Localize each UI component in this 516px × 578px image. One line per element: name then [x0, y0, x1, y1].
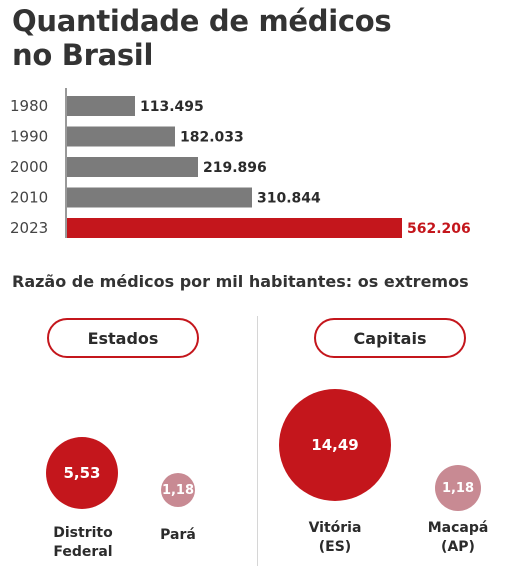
doctors-bar-chart: 1980 113.495 1990 182.033 2000 219.896 2010 310… [10, 88, 471, 238]
bar-value-label: 182.033 [180, 130, 244, 146]
bubble-vitoria-value: 14,49 [311, 436, 359, 454]
bubble-macapa: 1,18 [435, 465, 481, 511]
caption-distrito-federal-line1: Distrito [53, 525, 113, 541]
bubble-distrito-federal-value: 5,53 [63, 464, 101, 482]
estados-pill-label: Estados [87, 328, 159, 348]
section-divider [257, 316, 258, 566]
title-line-1: Quantidade de médicos [12, 4, 392, 38]
capitais-pill-label: Capitais [353, 328, 427, 348]
chart-title: Quantidade de médicos no Brasil [12, 4, 507, 72]
bar-value-label: 310.844 [257, 191, 321, 207]
bar-2010 [67, 187, 252, 208]
capitais-pill: Capitais [314, 318, 466, 358]
caption-macapa: Macapá (AP) [408, 519, 508, 557]
bubble-vitoria: 14,49 [279, 389, 391, 501]
title-line-2: no Brasil [12, 38, 154, 72]
caption-para: Pará [143, 526, 213, 545]
bar-category-label: 2010 [10, 189, 48, 207]
caption-vitoria: Vitória (ES) [285, 519, 385, 557]
bar-1990 [67, 126, 175, 147]
bar-value-label: 113.495 [140, 99, 204, 115]
bubble-macapa-value: 1,18 [441, 480, 475, 496]
bar-category-label: 2000 [10, 158, 48, 176]
bar-1980 [67, 96, 135, 116]
caption-distrito-federal-line2: Federal [53, 544, 113, 560]
bar-category-label: 1990 [10, 128, 48, 146]
caption-vitoria-line1: Vitória [308, 520, 362, 536]
bar-2000 [67, 157, 198, 177]
bar-category-label: 1980 [10, 97, 48, 115]
caption-para-line1: Pará [160, 527, 196, 543]
caption-macapa-line2: (AP) [441, 539, 475, 555]
caption-vitoria-line2: (ES) [318, 539, 352, 555]
caption-macapa-line1: Macapá [427, 520, 489, 536]
ratio-subtitle: Razão de médicos por mil habitantes: os … [12, 272, 469, 291]
bar-2023 [67, 218, 402, 238]
bubble-para: 1,18 [161, 473, 195, 507]
bar-value-label: 562.206 [407, 221, 471, 237]
bubble-para-value: 1,18 [161, 482, 195, 498]
bar-value-label: 219.896 [203, 160, 267, 176]
estados-pill: Estados [47, 318, 199, 358]
caption-distrito-federal: Distrito Federal [33, 524, 133, 562]
bubble-distrito-federal: 5,53 [46, 437, 118, 509]
bar-category-label: 2023 [10, 219, 48, 237]
